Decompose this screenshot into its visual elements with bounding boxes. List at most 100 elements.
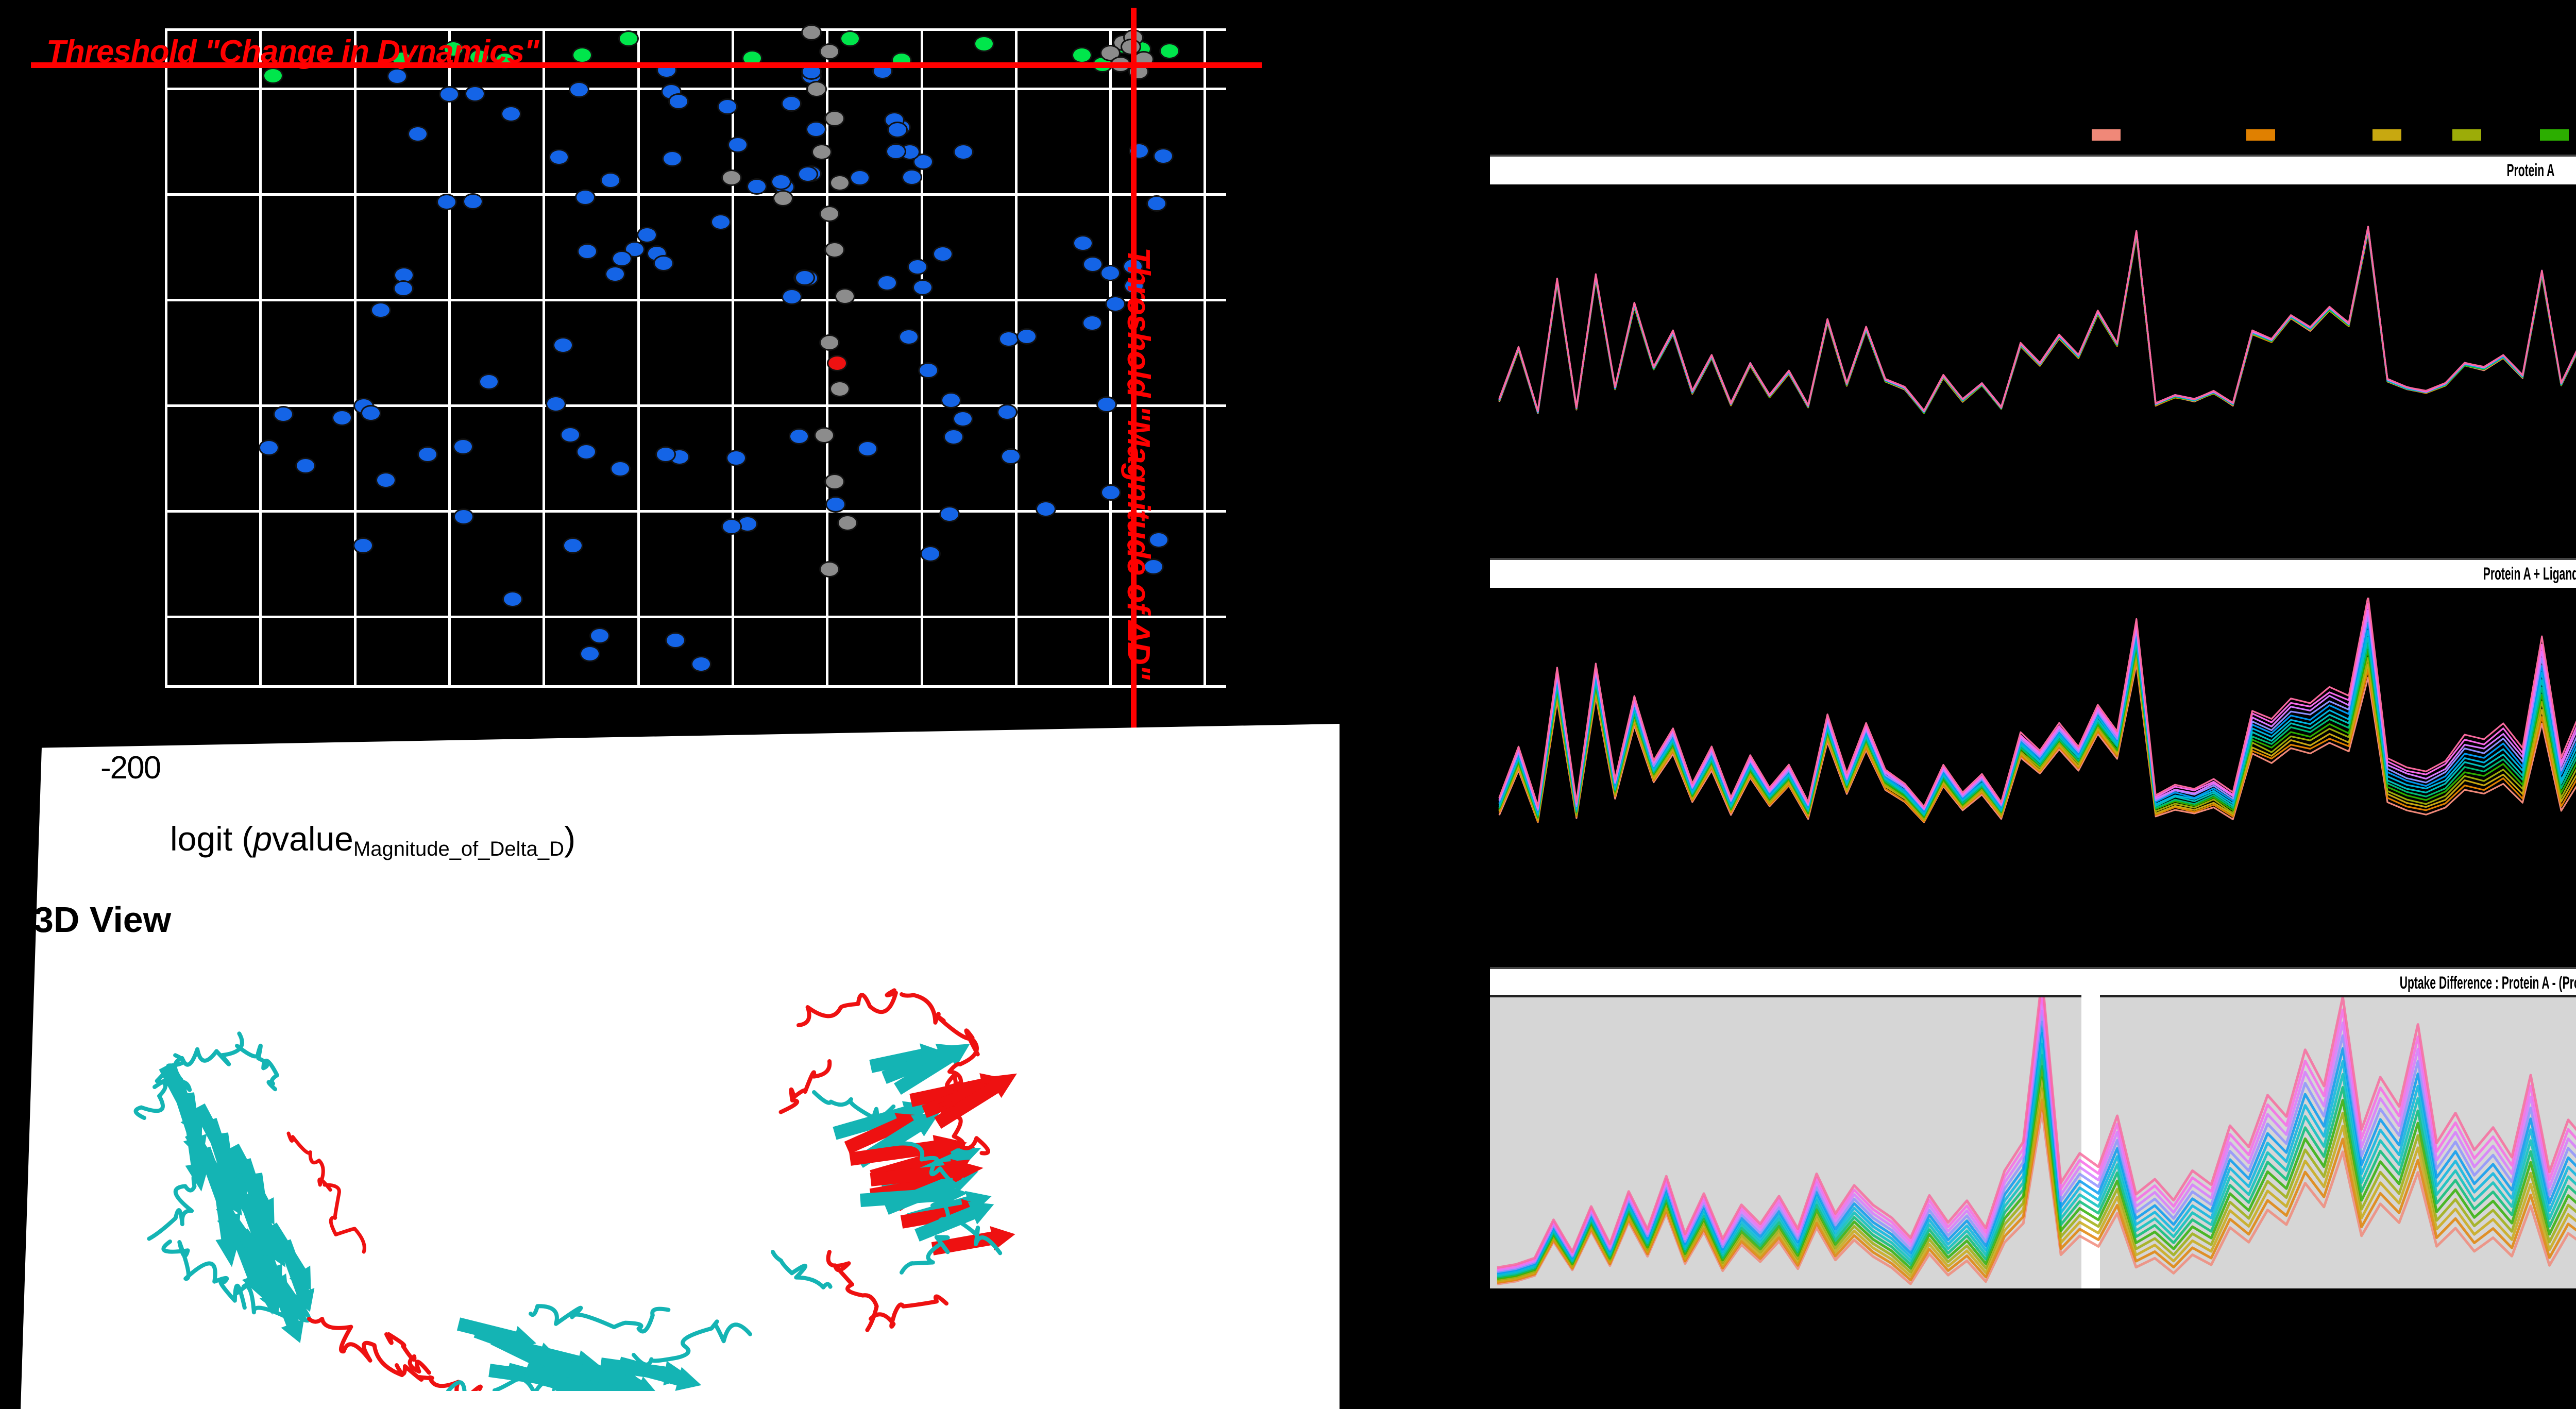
volcano-point-blue[interactable] xyxy=(464,86,485,103)
volcano-point-blue[interactable] xyxy=(717,98,738,115)
volcano-point-blue[interactable] xyxy=(605,265,626,282)
volcano-point-gray[interactable] xyxy=(806,81,827,97)
uptake-difference-plot[interactable] xyxy=(1490,995,2576,1288)
volcano-point-blue[interactable] xyxy=(668,93,689,110)
uptake-trace-protein-a[interactable] xyxy=(1494,191,2576,428)
volcano-point-blue[interactable] xyxy=(353,537,374,554)
volcano-point-blue[interactable] xyxy=(789,428,810,445)
volcano-point-gray[interactable] xyxy=(819,206,840,222)
volcano-point-blue[interactable] xyxy=(997,403,1018,420)
volcano-point-gray[interactable] xyxy=(814,427,835,444)
volcano-point-blue[interactable] xyxy=(1035,501,1056,518)
volcano-point-blue[interactable] xyxy=(998,330,1019,347)
volcano-point-blue[interactable] xyxy=(725,449,747,466)
volcano-point-gray[interactable] xyxy=(819,561,840,578)
volcano-point-gray[interactable] xyxy=(824,473,845,490)
volcano-point-blue[interactable] xyxy=(941,392,962,409)
legend-swatch-0[interactable] xyxy=(2092,129,2121,141)
volcano-point-blue[interactable] xyxy=(376,471,397,488)
volcano-point-blue[interactable] xyxy=(545,396,566,413)
volcano-point-blue[interactable] xyxy=(560,426,581,443)
volcano-point-blue[interactable] xyxy=(552,337,573,354)
volcano-point-blue[interactable] xyxy=(1105,295,1126,312)
volcano-point-red[interactable] xyxy=(827,355,848,371)
volcano-point-blue[interactable] xyxy=(563,537,584,554)
volcano-point-blue[interactable] xyxy=(575,189,596,206)
volcano-point-blue[interactable] xyxy=(857,440,878,457)
volcano-point-blue[interactable] xyxy=(612,250,633,267)
volcano-point-blue[interactable] xyxy=(691,656,712,673)
volcano-point-blue[interactable] xyxy=(569,81,590,98)
legend-swatch-2[interactable] xyxy=(2372,129,2401,141)
volcano-point-blue[interactable] xyxy=(912,279,933,296)
volcano-point-green[interactable] xyxy=(974,36,994,52)
volcano-point-blue[interactable] xyxy=(932,246,953,263)
volcano-point-blue[interactable] xyxy=(417,446,438,463)
volcano-point-green[interactable] xyxy=(572,47,592,63)
volcano-point-gray[interactable] xyxy=(829,381,850,397)
volcano-point-gray[interactable] xyxy=(824,110,845,127)
volcano-point-blue[interactable] xyxy=(1072,235,1093,252)
volcano-point-blue[interactable] xyxy=(920,546,941,563)
volcano-point-blue[interactable] xyxy=(259,439,280,456)
volcano-point-blue[interactable] xyxy=(886,143,907,160)
volcano-point-gray[interactable] xyxy=(819,43,840,60)
volcano-point-blue[interactable] xyxy=(770,174,791,191)
volcano-point-blue[interactable] xyxy=(665,632,686,649)
volcano-point-blue[interactable] xyxy=(1153,147,1174,164)
volcano-point-blue[interactable] xyxy=(805,121,826,138)
volcano-point-blue[interactable] xyxy=(953,411,974,428)
volcano-point-blue[interactable] xyxy=(918,362,939,379)
volcano-point-blue[interactable] xyxy=(850,169,871,186)
volcano-point-blue[interactable] xyxy=(331,410,352,427)
volcano-point-blue[interactable] xyxy=(636,226,657,243)
volcano-point-blue[interactable] xyxy=(589,627,611,644)
legend-swatch-1[interactable] xyxy=(2246,129,2275,141)
uptake-trace-protein-a-ligand[interactable] xyxy=(1494,598,2576,840)
volcano-point-blue[interactable] xyxy=(1001,448,1022,465)
volcano-point-blue[interactable] xyxy=(453,438,474,455)
volcano-point-gray[interactable] xyxy=(837,515,858,531)
volcano-point-blue[interactable] xyxy=(662,150,683,167)
volcano-point-blue[interactable] xyxy=(407,125,428,142)
volcano-point-gray[interactable] xyxy=(811,144,832,160)
volcano-point-blue[interactable] xyxy=(1143,558,1164,575)
volcano-point-gray[interactable] xyxy=(819,334,840,351)
volcano-point-blue[interactable] xyxy=(1082,314,1103,331)
volcano-point-blue[interactable] xyxy=(1146,195,1167,212)
volcano-point-blue[interactable] xyxy=(1100,484,1121,501)
volcano-point-blue[interactable] xyxy=(782,288,803,305)
volcano-point-blue[interactable] xyxy=(876,274,897,291)
volcano-point-blue[interactable] xyxy=(727,137,749,154)
volcano-point-blue[interactable] xyxy=(798,165,819,182)
volcano-plot-area[interactable] xyxy=(31,8,1262,786)
volcano-point-green[interactable] xyxy=(840,30,860,47)
volcano-point-blue[interactable] xyxy=(825,496,846,513)
volcano-point-blue[interactable] xyxy=(387,68,408,85)
volcano-point-blue[interactable] xyxy=(653,255,674,272)
volcano-point-green[interactable] xyxy=(443,41,464,57)
volcano-point-blue[interactable] xyxy=(502,591,523,608)
volcano-point-blue[interactable] xyxy=(655,446,676,463)
volcano-point-gray[interactable] xyxy=(829,175,850,191)
volcano-point-green[interactable] xyxy=(263,67,283,84)
volcano-point-green[interactable] xyxy=(1072,47,1092,63)
volcano-point-blue[interactable] xyxy=(501,106,522,123)
volcano-point-blue[interactable] xyxy=(463,193,484,210)
volcano-point-blue[interactable] xyxy=(479,374,500,391)
volcano-point-green[interactable] xyxy=(618,30,639,47)
volcano-point-blue[interactable] xyxy=(710,213,732,230)
volcano-point-blue[interactable] xyxy=(943,428,964,445)
volcano-point-blue[interactable] xyxy=(577,243,598,260)
volcano-point-blue[interactable] xyxy=(600,172,621,189)
volcano-point-blue[interactable] xyxy=(901,168,922,185)
volcano-point-gray[interactable] xyxy=(835,288,855,304)
volcano-point-green[interactable] xyxy=(1159,43,1180,59)
volcano-point-blue[interactable] xyxy=(953,144,974,161)
volcano-point-blue[interactable] xyxy=(295,457,316,474)
volcano-point-blue[interactable] xyxy=(907,259,928,276)
volcano-point-blue[interactable] xyxy=(1082,256,1104,273)
volcano-point-blue[interactable] xyxy=(436,193,457,210)
protein-ribbon-structure[interactable] xyxy=(67,963,1252,1409)
volcano-point-blue[interactable] xyxy=(939,506,960,523)
